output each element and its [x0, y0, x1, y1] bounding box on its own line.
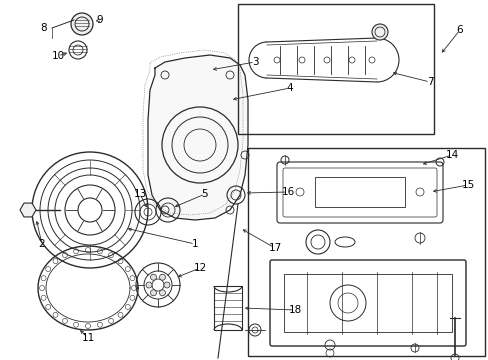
Circle shape: [150, 274, 156, 280]
Text: 6: 6: [456, 25, 462, 35]
Text: 14: 14: [445, 150, 458, 160]
Text: 2: 2: [39, 239, 45, 249]
Text: 1: 1: [191, 239, 198, 249]
Circle shape: [146, 282, 152, 288]
Text: 18: 18: [288, 305, 301, 315]
Text: 11: 11: [81, 333, 95, 343]
Bar: [247, 148, 484, 356]
Circle shape: [150, 290, 156, 296]
Polygon shape: [20, 203, 36, 217]
Text: 7: 7: [426, 77, 432, 87]
Text: 13: 13: [133, 189, 146, 199]
Circle shape: [71, 13, 93, 35]
Circle shape: [159, 274, 165, 280]
Text: 10: 10: [51, 51, 64, 61]
Bar: [214, 286, 242, 330]
Text: 9: 9: [97, 15, 103, 25]
Circle shape: [371, 24, 387, 40]
Circle shape: [159, 290, 165, 296]
Text: 4: 4: [286, 83, 293, 93]
Text: 17: 17: [268, 243, 281, 253]
Bar: [314, 177, 404, 207]
Text: 3: 3: [251, 57, 258, 67]
Text: 15: 15: [461, 180, 474, 190]
Text: 12: 12: [193, 263, 206, 273]
Text: 16: 16: [281, 187, 294, 197]
Polygon shape: [148, 55, 247, 220]
Text: 5: 5: [201, 189, 208, 199]
Bar: [238, 4, 433, 134]
Text: 8: 8: [41, 23, 47, 33]
Circle shape: [163, 282, 170, 288]
Bar: [284, 274, 451, 332]
